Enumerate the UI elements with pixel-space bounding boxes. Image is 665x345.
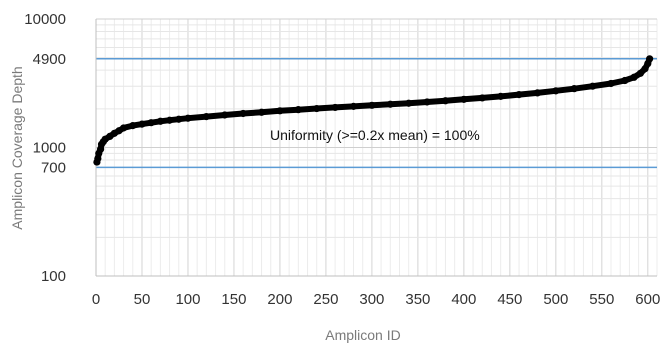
reference-lines xyxy=(96,58,657,169)
x-tick-label: 600 xyxy=(635,291,660,308)
y-tick-label: 10000 xyxy=(24,11,66,28)
x-tick-label: 50 xyxy=(134,291,151,308)
axes xyxy=(95,19,657,277)
data-series-line xyxy=(93,55,653,166)
y-tick-label: 1000 xyxy=(33,140,66,157)
x-tick-label: 250 xyxy=(313,291,338,308)
x-tick-label: 550 xyxy=(589,291,614,308)
x-tick-label: 0 xyxy=(92,291,100,308)
y-tick-label: 4900 xyxy=(33,51,66,68)
gridlines xyxy=(95,18,658,277)
x-tick-label: 400 xyxy=(451,291,476,308)
x-tick-label: 200 xyxy=(267,291,292,308)
y-axis-title: Amplicon Coverage Depth xyxy=(9,66,25,229)
x-tick-label: 500 xyxy=(543,291,568,308)
x-tick-label: 300 xyxy=(359,291,384,308)
tick-labels: 0 50 100 150 200 250 300 350 400 450 500 550 600 100 7… xyxy=(24,11,660,308)
x-tick-label: 350 xyxy=(405,291,430,308)
y-tick-label: 700 xyxy=(41,159,66,176)
x-tick-label: 150 xyxy=(221,291,246,308)
x-axis-title: Amplicon ID xyxy=(325,327,400,343)
data-points xyxy=(93,55,654,166)
y-tick-label: 100 xyxy=(41,268,66,285)
x-tick-label: 100 xyxy=(175,291,200,308)
uniformity-annotation: Uniformity (>=0.2x mean) = 100% xyxy=(270,127,480,143)
x-tick-label: 450 xyxy=(497,291,522,308)
